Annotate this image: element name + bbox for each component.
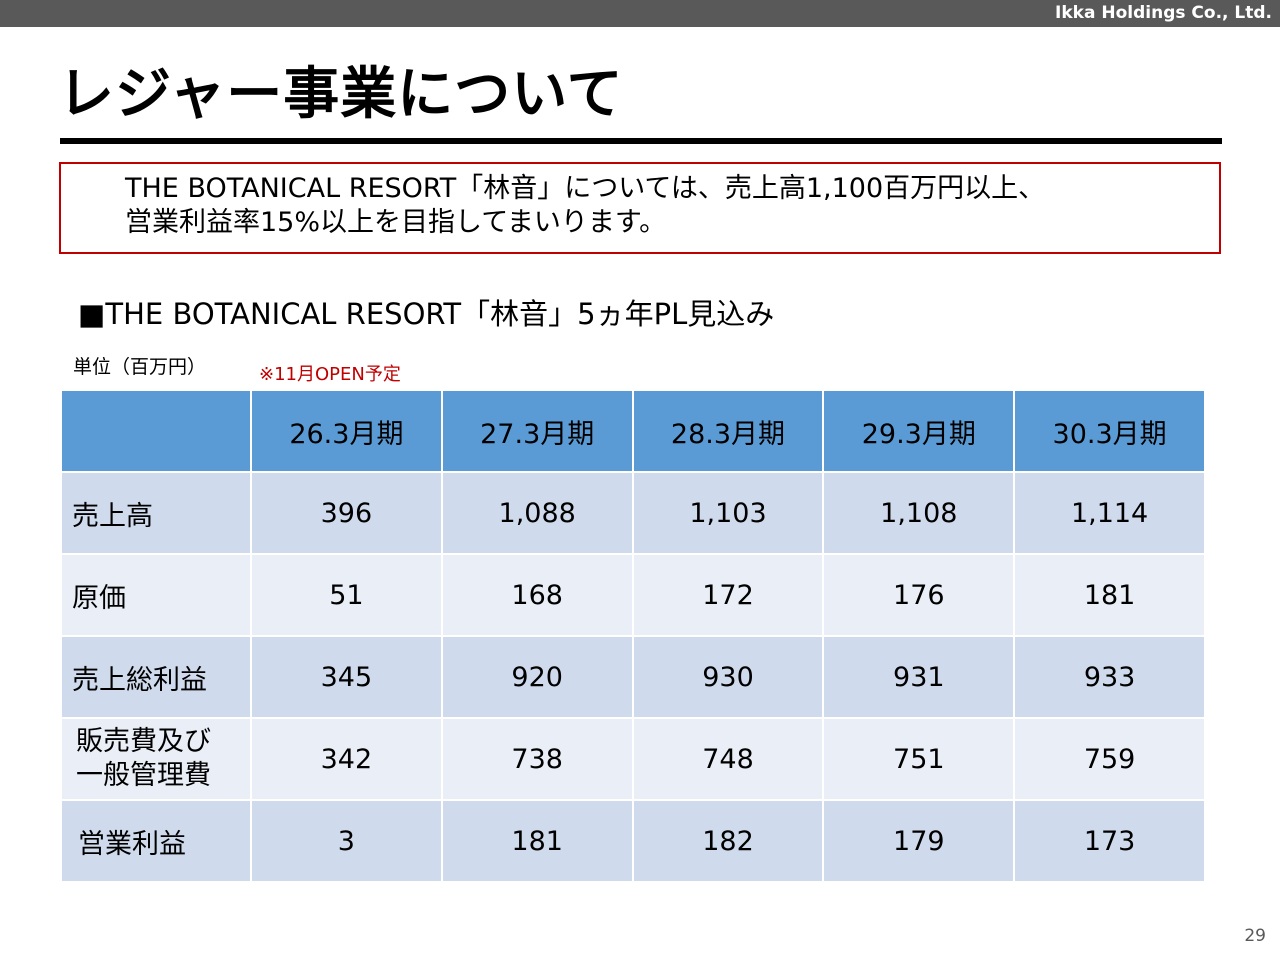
- table-cell: 342: [250, 717, 443, 801]
- open-note: ※11月OPEN予定: [259, 364, 401, 385]
- column-header-fy26: 26.3月期: [250, 389, 443, 473]
- title-underline: [60, 138, 1222, 144]
- table-cell: 931: [822, 635, 1016, 719]
- table-cell: 345: [250, 635, 443, 719]
- table-cell: 751: [822, 717, 1016, 801]
- key-message-line-1: THE BOTANICAL RESORT「林音」については、売上高1,100百万…: [125, 173, 1046, 204]
- pl-forecast-table: 26.3月期 27.3月期 28.3月期 29.3月期 30.3月期 売上高 3…: [60, 389, 1206, 883]
- table-cell: 933: [1013, 635, 1206, 719]
- table-cell: 930: [631, 635, 825, 719]
- table-cell: 920: [440, 635, 634, 719]
- row-label-operating-profit: 営業利益: [60, 799, 252, 883]
- table-cell: 51: [250, 553, 443, 637]
- table-row-operating-profit: 営業利益 3 181 182 179 173: [60, 799, 1206, 883]
- unit-label: 単位（百万円）: [73, 356, 207, 378]
- table-cell: 179: [822, 799, 1016, 883]
- table-cell: 176: [822, 553, 1016, 637]
- table-cell: 396: [250, 471, 443, 555]
- column-header-fy29: 29.3月期: [822, 389, 1016, 473]
- page-title: レジャー事業について: [58, 62, 624, 127]
- key-message-line-2: 営業利益率15%以上を目指してまいります。: [125, 207, 667, 238]
- row-label-sales: 売上高: [60, 471, 252, 555]
- column-header-fy30: 30.3月期: [1013, 389, 1206, 473]
- table-row-gross-profit: 売上総利益 345 920 930 931 933: [60, 635, 1206, 719]
- column-header-fy27: 27.3月期: [440, 389, 634, 473]
- row-label-sga-line-1: 販売費及び: [76, 726, 211, 757]
- table-row-sga: 販売費及び 一般管理費 342 738 748 751 759: [60, 717, 1206, 801]
- section-heading: ■THE BOTANICAL RESORT「林音」5ヵ年PL見込み: [78, 297, 775, 331]
- key-message-box: THE BOTANICAL RESORT「林音」については、売上高1,100百万…: [59, 162, 1221, 254]
- table-cell: 759: [1013, 717, 1206, 801]
- table-cell: 748: [631, 717, 825, 801]
- column-header-fy28: 28.3月期: [631, 389, 825, 473]
- company-name: Ikka Holdings Co., Ltd.: [1055, 3, 1272, 23]
- table-cell: 1,114: [1013, 471, 1206, 555]
- table-cell: 172: [631, 553, 825, 637]
- table-cell: 173: [1013, 799, 1206, 883]
- row-label-cost: 原価: [60, 553, 252, 637]
- table-cell: 181: [440, 799, 634, 883]
- table-cell: 182: [631, 799, 825, 883]
- row-label-sga: 販売費及び 一般管理費: [60, 717, 252, 801]
- column-header-blank: [60, 389, 252, 473]
- row-label-gross-profit: 売上総利益: [60, 635, 252, 719]
- table-cell: 181: [1013, 553, 1206, 637]
- table-row-cost: 原価 51 168 172 176 181: [60, 553, 1206, 637]
- table-cell: 1,108: [822, 471, 1016, 555]
- page-number: 29: [1244, 926, 1266, 946]
- table-cell: 168: [440, 553, 634, 637]
- table-cell: 1,103: [631, 471, 825, 555]
- top-bar: Ikka Holdings Co., Ltd.: [0, 0, 1280, 27]
- table-cell: 3: [250, 799, 443, 883]
- table-cell: 1,088: [440, 471, 634, 555]
- table-header-row: 26.3月期 27.3月期 28.3月期 29.3月期 30.3月期: [60, 389, 1206, 473]
- row-label-sga-line-2: 一般管理費: [76, 760, 211, 791]
- table-row-sales: 売上高 396 1,088 1,103 1,108 1,114: [60, 471, 1206, 555]
- table-cell: 738: [440, 717, 634, 801]
